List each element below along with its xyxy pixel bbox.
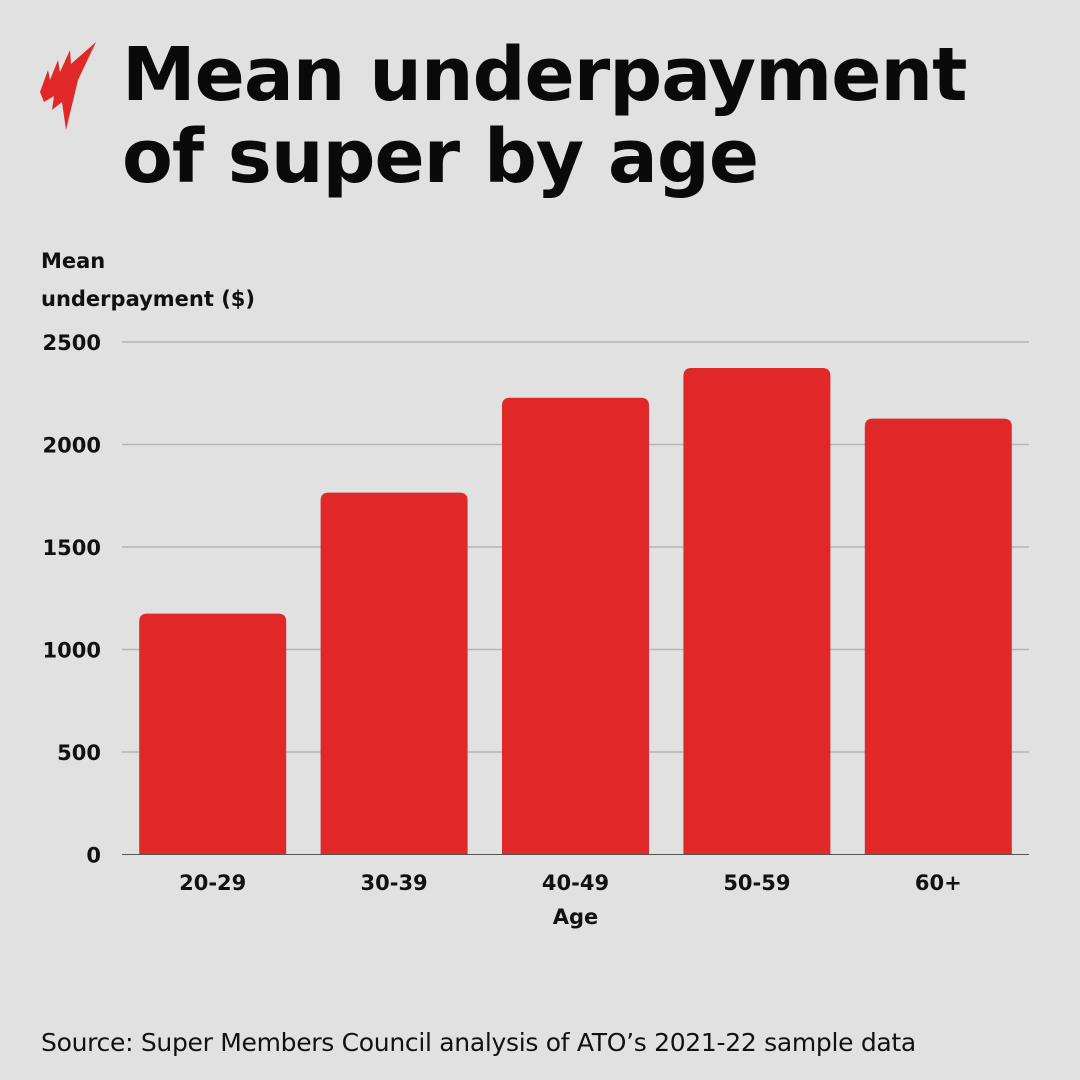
y-axis-label: Mean underpayment ($) [41, 249, 256, 311]
x-tick-label: 40-49 [542, 871, 609, 895]
x-axis-label: Age [553, 905, 599, 929]
x-tick-label: 60+ [915, 871, 962, 895]
chart-title: Mean underpayment of super by age [122, 32, 967, 200]
y-tick-label: 500 [57, 741, 101, 765]
x-tick-label: 30-39 [361, 871, 428, 895]
bar-20-29 [139, 613, 287, 855]
y-tick-label: 2500 [43, 331, 101, 355]
bar-chart: 0 500 1000 1500 2000 2500 20-29 30-39 40-49 50-59… [43, 331, 1029, 929]
bar-60+ [864, 418, 1012, 855]
y-tick-label: 2000 [43, 434, 101, 458]
y-tick-label: 1000 [43, 639, 101, 663]
x-tick-label: 50-59 [723, 871, 790, 895]
bar-30-39 [320, 492, 468, 855]
source-note: Source: Super Members Council analysis o… [41, 1028, 916, 1057]
bar-50-59 [683, 368, 831, 855]
bar-40-49 [502, 397, 649, 855]
x-tick-label: 20-29 [179, 871, 246, 895]
y-tick-label: 1500 [43, 536, 101, 560]
y-tick-label: 0 [86, 844, 101, 868]
sbs-logo-icon [40, 42, 96, 130]
